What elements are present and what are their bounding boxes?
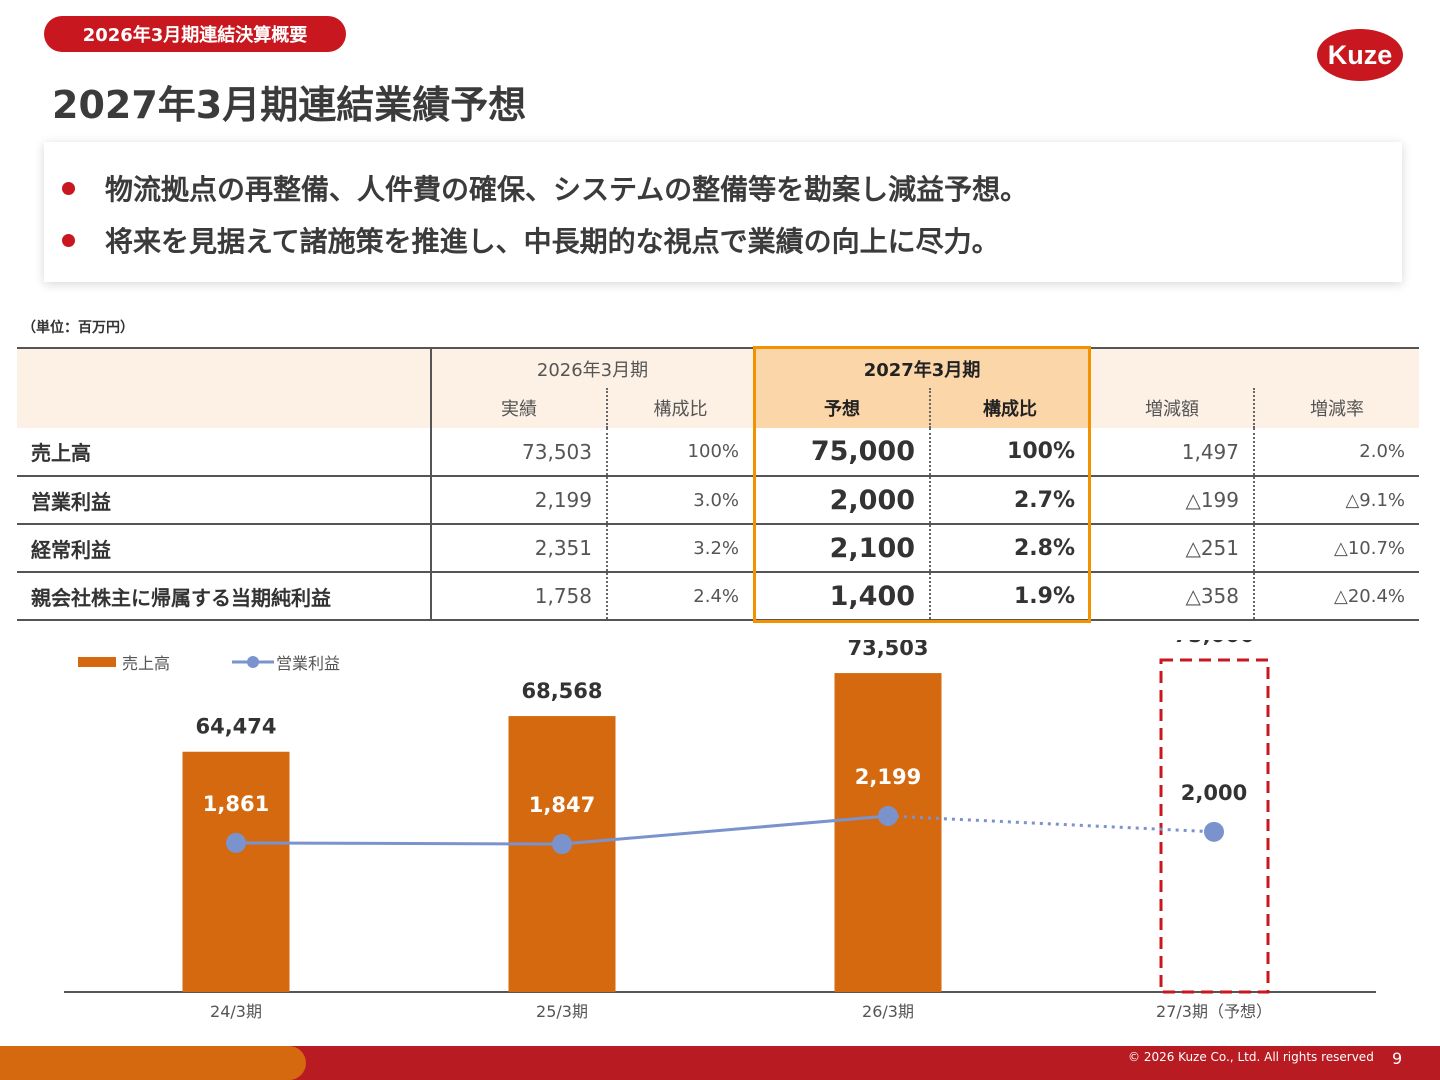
header-change xyxy=(1089,347,1420,388)
operating-profit-value-label: 1,861 xyxy=(203,792,269,816)
table-row: 親会社株主に帰属する当期純利益 1,758 2.4% 1,400 1.9% △3… xyxy=(17,572,1420,621)
cell-forecast: 2,000 xyxy=(753,476,931,525)
cell-change: 1,497 xyxy=(1089,428,1255,477)
kuze-logo: Kuze xyxy=(1317,29,1403,81)
cell-ratio: 100% xyxy=(605,428,755,477)
operating-profit-point xyxy=(878,805,898,826)
sales-profit-chart: 64,474 24/3期 68,568 25/3期 73,503 26/3期 75,000 2… xyxy=(64,640,1376,1021)
legend-label: 売上高 xyxy=(122,654,171,673)
col-forecast: 予想 xyxy=(753,388,931,428)
cell-change: △358 xyxy=(1089,572,1255,621)
bullet-text: 物流拠点の再整備、人件費の確保、システムの整備等を勘案し減益予想。 xyxy=(105,173,1029,206)
bullet-dot-icon xyxy=(62,181,75,195)
col-change-rate: 増減率 xyxy=(1253,388,1420,428)
sales-value-label: 75,000 xyxy=(1173,640,1254,647)
sales-value-label: 64,474 xyxy=(195,715,276,739)
operating-profit-value-label: 1,847 xyxy=(529,793,595,817)
unit-note: （単位：百万円） xyxy=(22,320,134,336)
section-tag: 2026年3月期連結決算概要 xyxy=(44,16,346,52)
cell-actual: 2,351 xyxy=(430,524,607,573)
cell-change-rate: △10.7% xyxy=(1253,524,1420,573)
header-2027: 2027年3月期 xyxy=(753,347,1091,388)
operating-profit-point xyxy=(552,834,572,854)
bullet-text: 将来を見据えて諸施策を推進し、中長期的な視点で業績の向上に尽力。 xyxy=(105,225,1000,258)
sales-bar xyxy=(182,751,290,992)
cell-change-rate: △9.1% xyxy=(1253,476,1420,525)
category-tick-label: 26/3期 xyxy=(862,1002,914,1021)
cell-actual: 1,758 xyxy=(430,572,607,621)
category-tick-label: 25/3期 xyxy=(536,1002,588,1021)
footer-accent xyxy=(0,1046,306,1080)
summary-bullet: 将来を見据えて諸施策を推進し、中長期的な視点で業績の向上に尽力。 xyxy=(62,220,1000,260)
cell-actual: 2,199 xyxy=(430,476,607,525)
col-ratio: 構成比 xyxy=(605,388,755,428)
category-tick-label: 24/3期 xyxy=(210,1002,262,1021)
page-number: 9 xyxy=(1392,1049,1403,1068)
forecast-bar-frame xyxy=(1159,658,1270,994)
header-corner xyxy=(17,347,431,428)
cell-ratio: 2.4% xyxy=(605,572,755,621)
cell-forecast-ratio: 100% xyxy=(929,428,1091,477)
operating-profit-value-label: 2,000 xyxy=(1181,781,1247,805)
cell-forecast-ratio: 2.8% xyxy=(929,524,1091,573)
cell-change-rate: 2.0% xyxy=(1253,428,1420,477)
bar-swatch-icon xyxy=(78,657,116,667)
col-actual: 実績 xyxy=(430,388,607,428)
table-row: 経常利益 2,351 3.2% 2,100 2.8% △251 △10.7% xyxy=(17,524,1420,573)
cell-forecast: 1,400 xyxy=(753,572,931,621)
cell-forecast-ratio: 2.7% xyxy=(929,476,1091,525)
sales-value-label: 68,568 xyxy=(521,679,602,703)
bullet-dot-icon xyxy=(62,233,75,247)
row-label: 親会社株主に帰属する当期純利益 xyxy=(17,572,431,621)
row-label: 売上高 xyxy=(17,428,431,477)
cell-ratio: 3.0% xyxy=(605,476,755,525)
cell-change-rate: △20.4% xyxy=(1253,572,1420,621)
sales-bar xyxy=(834,673,942,992)
line-marker-swatch-icon xyxy=(232,656,274,668)
col-change: 増減額 xyxy=(1089,388,1255,428)
forecast-table: 2026年3月期 2027年3月期 実績 構成比 予想 構成比 増減額 増減率 … xyxy=(17,347,1420,621)
table-row: 営業利益 2,199 3.0% 2,000 2.7% △199 △9.1% xyxy=(17,476,1420,525)
operating-profit-value-label: 2,199 xyxy=(855,765,921,789)
cell-forecast-ratio: 1.9% xyxy=(929,572,1091,621)
legend-operating-profit: 営業利益 xyxy=(232,650,340,674)
sales-bar xyxy=(508,716,616,992)
operating-profit-point xyxy=(1204,821,1224,842)
col-forecast-ratio: 構成比 xyxy=(929,388,1091,428)
legend-label: 営業利益 xyxy=(276,654,341,673)
sales-value-label: 73,503 xyxy=(847,640,928,660)
cell-change: △251 xyxy=(1089,524,1255,573)
svg-text:Kuze: Kuze xyxy=(1328,40,1393,70)
summary-bullet: 物流拠点の再整備、人件費の確保、システムの整備等を勘案し減益予想。 xyxy=(62,168,1028,208)
category-tick-label: 27/3期（予想） xyxy=(1156,1002,1272,1021)
legend-sales: 売上高 xyxy=(78,650,170,674)
cell-change: △199 xyxy=(1089,476,1255,525)
cell-forecast: 2,100 xyxy=(753,524,931,573)
cell-forecast: 75,000 xyxy=(753,428,931,477)
row-label: 営業利益 xyxy=(17,476,431,525)
table-row: 売上高 73,503 100% 75,000 100% 1,497 2.0% xyxy=(17,428,1420,477)
copyright: © 2026 Kuze Co., Ltd. All rights reserve… xyxy=(1128,1050,1374,1064)
cell-ratio: 3.2% xyxy=(605,524,755,573)
header-2026: 2026年3月期 xyxy=(429,347,755,388)
page-title: 2027年3月期連結業績予想 xyxy=(52,83,527,127)
operating-profit-point xyxy=(226,832,246,853)
cell-actual: 73,503 xyxy=(430,428,607,477)
summary-box: 物流拠点の再整備、人件費の確保、システムの整備等を勘案し減益予想。 将来を見据え… xyxy=(44,142,1402,282)
row-label: 経常利益 xyxy=(17,524,431,573)
